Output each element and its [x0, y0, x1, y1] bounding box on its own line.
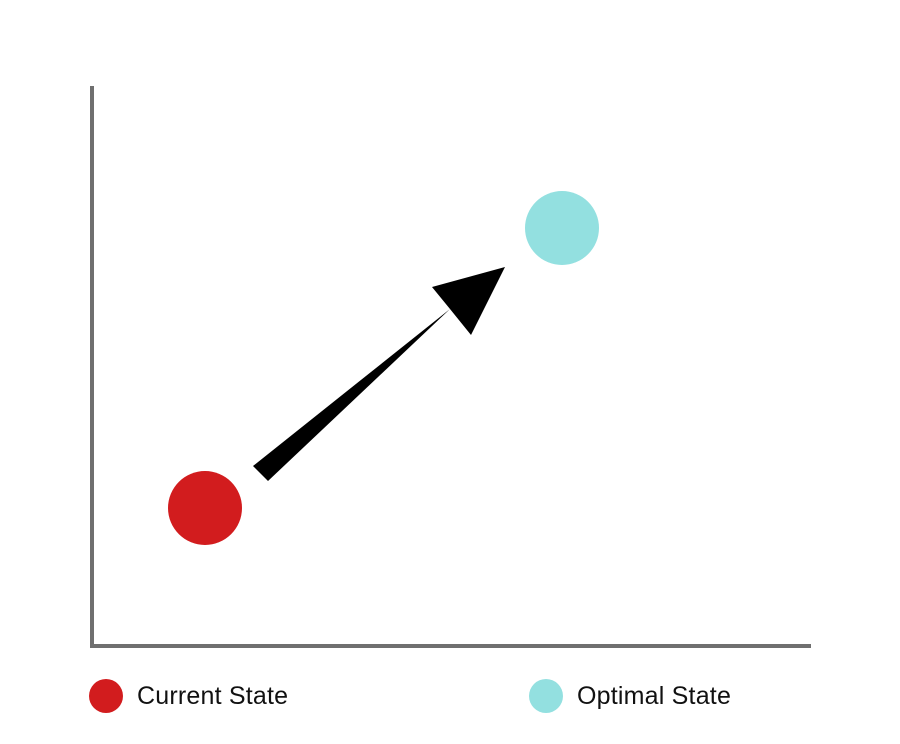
optimal-state-point — [525, 191, 599, 265]
transition-arrow — [253, 267, 505, 481]
legend-swatch-current — [89, 679, 123, 713]
current-state-point — [168, 471, 242, 545]
legend-item-current-state: Current State — [89, 678, 288, 714]
legend-swatch-optimal — [529, 679, 563, 713]
legend-item-optimal-state: Optimal State — [529, 678, 731, 714]
legend-label-optimal: Optimal State — [577, 681, 732, 710]
legend-label-current: Current State — [137, 681, 289, 710]
